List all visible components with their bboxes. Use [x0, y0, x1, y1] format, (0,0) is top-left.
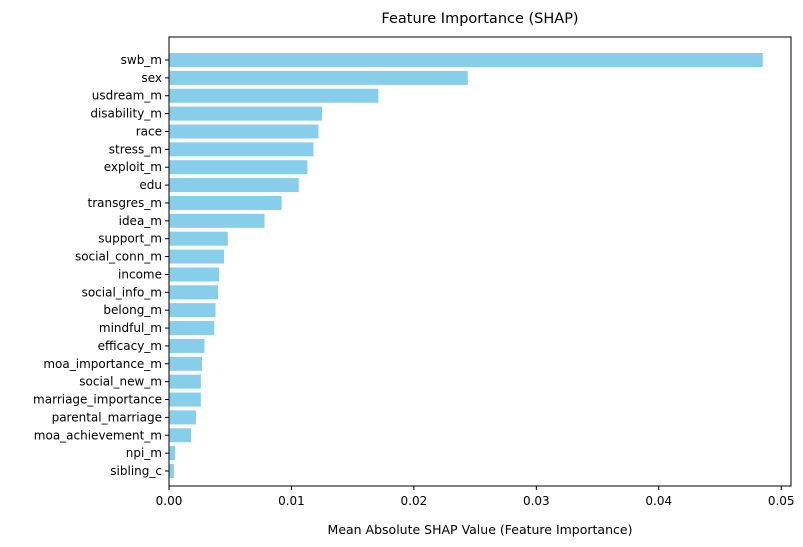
x-ticks: 0.00 0.01 0.02 0.03 0.04 0.05 [156, 486, 795, 508]
bars-group [169, 53, 763, 479]
y-tick-label: transgres_m [88, 196, 162, 210]
y-tick-label: belong_m [103, 303, 162, 317]
bar-mindful_m [169, 321, 215, 336]
y-tick-label: social_info_m [82, 285, 162, 299]
y-tick-label: npi_m [126, 446, 162, 460]
y-tick-label: disability_m [90, 107, 162, 121]
x-tick-label: 0.04 [645, 494, 672, 508]
bar-npi_m [169, 446, 176, 461]
chart-title: Feature Importance (SHAP) [381, 11, 578, 27]
y-tick-label: edu [139, 178, 162, 192]
bar-support_m [169, 231, 228, 246]
y-tick-label: idea_m [119, 214, 162, 228]
bar-swb_m [169, 53, 763, 67]
bar-transgres_m [169, 195, 282, 210]
y-tick-label: social_conn_m [75, 250, 162, 264]
bar-social_info_m [169, 285, 218, 300]
x-tick-label: 0.01 [278, 494, 305, 508]
x-tick-label: 0.05 [768, 494, 795, 508]
y-tick-label: marriage_importance [33, 393, 162, 407]
y-tick-label: moa_importance_m [43, 357, 162, 371]
bar-income [169, 267, 220, 282]
plot-frame [168, 36, 792, 487]
y-tick-label: income [118, 267, 162, 281]
y-tick-label: race [136, 124, 162, 138]
x-tick-label: 0.02 [401, 494, 428, 508]
bar-disability_m [169, 106, 323, 121]
bar-belong_m [169, 303, 216, 318]
bar-marriage_importance [169, 392, 201, 407]
bar-idea_m [169, 213, 265, 228]
y-tick-label: parental_marriage [52, 410, 162, 424]
bar-sex [169, 70, 468, 85]
bar-moa_importance_m [169, 356, 203, 371]
bar-usdream_m [169, 88, 379, 103]
y-tick-label: exploit_m [104, 160, 162, 174]
x-tick-label: 0.00 [156, 494, 183, 508]
x-axis-label: Mean Absolute SHAP Value (Feature Import… [328, 522, 633, 537]
bar-exploit_m [169, 160, 308, 175]
y-tick-label: sex [141, 71, 162, 85]
y-tick-label: mindful_m [99, 321, 162, 335]
y-tick-label: efficacy_m [98, 339, 162, 353]
y-tick-label: moa_achievement_m [34, 428, 162, 442]
y-tick-label: social_new_m [79, 375, 162, 389]
y-tick-label: stress_m [109, 142, 162, 156]
x-tick-label: 0.03 [523, 494, 550, 508]
bar-moa_achievement_m [169, 428, 192, 443]
y-tick-label: support_m [98, 232, 162, 246]
y-tick-label: usdream_m [92, 89, 162, 103]
bar-social_conn_m [169, 249, 225, 264]
bar-efficacy_m [169, 338, 205, 353]
bar-parental_marriage [169, 410, 196, 425]
bar-race [169, 124, 319, 139]
bar-social_new_m [169, 374, 201, 389]
y-tick-label: swb_m [121, 53, 162, 67]
y-tick-label: sibling_c [110, 464, 162, 478]
bar-stress_m [169, 142, 314, 157]
bar-edu [169, 178, 299, 193]
bar-sibling_c [169, 464, 174, 479]
